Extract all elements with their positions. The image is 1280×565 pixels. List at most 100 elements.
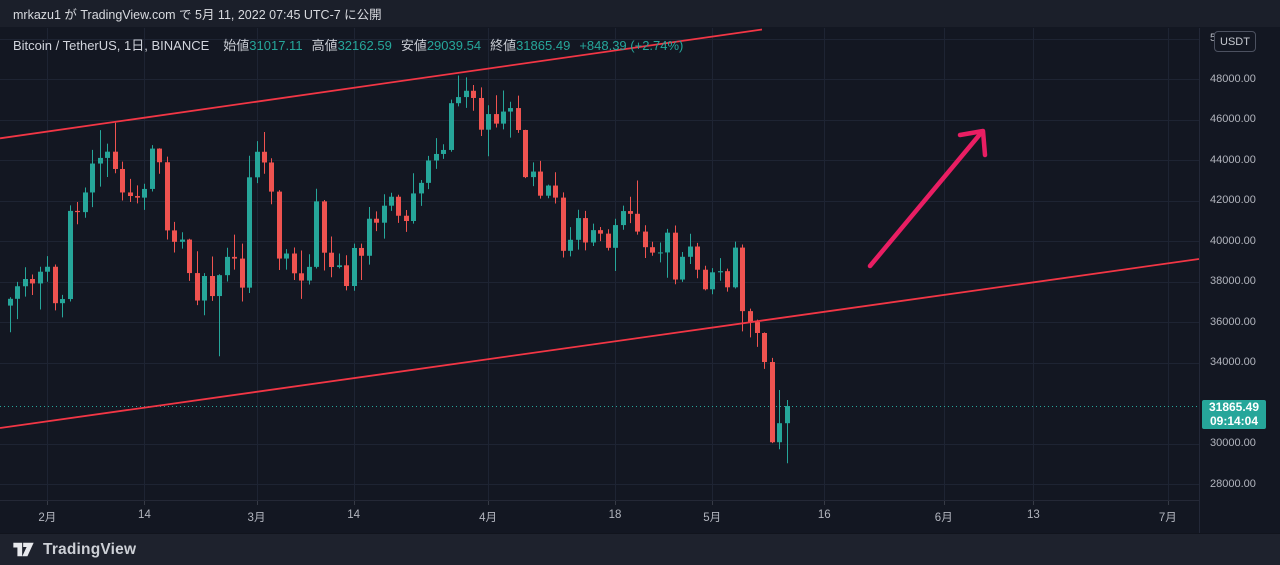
candle-body bbox=[382, 205, 387, 223]
candle-body bbox=[695, 246, 700, 270]
candle-body bbox=[755, 322, 760, 333]
chart-plot-area bbox=[0, 28, 1199, 500]
tradingview-brand-link[interactable]: TradingView bbox=[43, 540, 137, 558]
candle-body bbox=[292, 253, 297, 274]
attribution-text: mrkazu1 が TradingView.com で 5月 11, 2022 … bbox=[13, 8, 382, 22]
candle-body bbox=[247, 177, 252, 288]
time-tick-label: 16 bbox=[817, 509, 831, 521]
candle-body bbox=[210, 276, 215, 297]
candle-body bbox=[202, 276, 207, 301]
candle-body bbox=[419, 182, 424, 194]
price-tick-label: 40000.00 bbox=[1210, 234, 1256, 247]
candle-body bbox=[725, 271, 730, 288]
candle-body bbox=[277, 191, 282, 259]
time-tick-label: 18 bbox=[608, 509, 622, 521]
candle-body bbox=[785, 406, 790, 424]
candle-body bbox=[337, 265, 342, 268]
candle-body bbox=[531, 171, 536, 178]
time-tick-label: 7月 bbox=[1158, 512, 1177, 524]
ohlc-field: 終値31865.49 bbox=[490, 38, 571, 53]
chart-legend: Bitcoin / TetherUS, 1日, BINANCE 始値31017.1… bbox=[13, 35, 683, 54]
candle-body bbox=[561, 197, 566, 251]
time-tick-mark bbox=[354, 501, 355, 505]
candle-body bbox=[546, 185, 551, 196]
time-tick-label: 14 bbox=[347, 509, 361, 521]
attribution-bar: mrkazu1 が TradingView.com で 5月 11, 2022 … bbox=[0, 0, 1280, 27]
ohlc-field: 高値32162.59 bbox=[311, 38, 392, 53]
time-axis[interactable]: 2月 14 3月 14 4月 18 5月 16 6月 13 7月 bbox=[0, 500, 1199, 533]
candle-body bbox=[449, 103, 454, 150]
candle-body bbox=[680, 256, 685, 280]
candle-body bbox=[456, 97, 461, 104]
candle-body bbox=[180, 239, 185, 242]
candle-body bbox=[591, 230, 596, 243]
candle-body bbox=[598, 230, 603, 234]
candle-body bbox=[665, 232, 670, 253]
price-tick-label: 46000.00 bbox=[1210, 113, 1256, 126]
price-tick-label: 36000.00 bbox=[1210, 315, 1256, 328]
candle-body bbox=[367, 218, 372, 256]
ohlc-field: 始値31017.11 bbox=[223, 38, 303, 53]
candle-body bbox=[770, 362, 775, 443]
candle-body bbox=[165, 162, 170, 231]
time-tick-label: 3月 bbox=[247, 512, 266, 524]
current-price-label: 31865.49 09:14:04 bbox=[1202, 399, 1266, 429]
candle-body bbox=[673, 232, 678, 280]
price-axis[interactable]: USDT 50000.0048000.0046000.0044000.00420… bbox=[1199, 28, 1280, 533]
candle-body bbox=[113, 151, 118, 169]
price-tick-label: 38000.00 bbox=[1210, 275, 1256, 288]
time-tick-mark bbox=[1168, 501, 1169, 505]
price-tick-label: 30000.00 bbox=[1210, 437, 1256, 450]
candle-body bbox=[688, 246, 693, 257]
candle-body bbox=[411, 193, 416, 222]
candle-body bbox=[479, 97, 484, 130]
time-tick-label: 5月 bbox=[703, 512, 722, 524]
currency-toggle-button[interactable]: USDT bbox=[1214, 31, 1256, 52]
candle-body bbox=[128, 192, 133, 197]
candle-body bbox=[284, 253, 289, 259]
candle-body bbox=[718, 271, 723, 273]
candle-body bbox=[45, 266, 50, 272]
candle-body bbox=[142, 188, 147, 198]
candle-body bbox=[98, 157, 103, 164]
time-tick-label: 4月 bbox=[479, 512, 498, 524]
candle-body bbox=[516, 108, 521, 130]
symbol-title: Bitcoin / TetherUS, 1日, BINANCE bbox=[13, 38, 210, 53]
candle-body bbox=[240, 258, 245, 288]
candle-body bbox=[60, 299, 65, 304]
candle-body bbox=[307, 266, 312, 281]
candle-body bbox=[217, 275, 222, 297]
price-tick-label: 44000.00 bbox=[1210, 153, 1256, 166]
candle-body bbox=[150, 148, 155, 189]
candle-body bbox=[172, 230, 177, 242]
trendline bbox=[0, 258, 1199, 429]
candle-body bbox=[374, 218, 379, 223]
time-tick-mark bbox=[144, 501, 145, 505]
candle-body bbox=[269, 162, 274, 192]
candle-body bbox=[23, 279, 28, 287]
candle-body bbox=[314, 201, 319, 267]
arrow-annotation-head bbox=[957, 128, 988, 158]
tradingview-logo-icon[interactable] bbox=[12, 541, 35, 558]
arrow-annotation bbox=[867, 130, 984, 269]
candle-body bbox=[710, 272, 715, 290]
candle-body bbox=[135, 196, 140, 198]
candlestick-chart bbox=[0, 28, 1199, 500]
candle-body bbox=[157, 148, 162, 163]
candle-body bbox=[568, 239, 573, 251]
candle-body bbox=[344, 265, 349, 287]
time-tick-mark bbox=[257, 501, 258, 505]
candle-body bbox=[486, 114, 491, 130]
candle-body bbox=[583, 218, 588, 243]
candle-body bbox=[426, 160, 431, 183]
candle-body bbox=[658, 252, 663, 254]
candle-body bbox=[494, 114, 499, 124]
candle-body bbox=[299, 273, 304, 281]
candle-body bbox=[553, 185, 558, 198]
candle-body bbox=[83, 192, 88, 213]
candle-body bbox=[53, 266, 58, 304]
candle-body bbox=[195, 273, 200, 301]
candle-body bbox=[389, 196, 394, 206]
candle-body bbox=[508, 108, 513, 112]
candle-body bbox=[501, 111, 506, 124]
